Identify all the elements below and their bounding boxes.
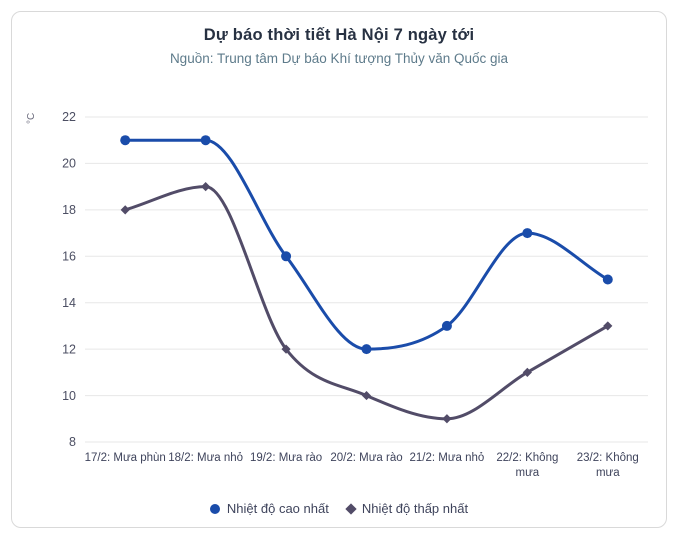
low-temp-diamond-icon [345,502,357,515]
weather-forecast-card: Dự báo thời tiết Hà Nội 7 ngày tới Nguồn… [11,11,667,528]
x-tick-label: 20/2: Mưa rào [330,452,402,464]
low-temp-point[interactable] [603,321,613,331]
chart-title: Dự báo thời tiết Hà Nội 7 ngày tới [203,26,475,44]
x-tick-label: 23/2: Không [577,452,639,464]
y-tick-label: 20 [62,157,76,171]
x-tick-label: 21/2: Mưa nhỏ [410,452,485,464]
y-tick-label: 16 [62,249,76,263]
chart-legend: Nhiệt độ cao nhất Nhiệt độ thấp nhất [12,501,666,516]
low-temp-point[interactable] [201,182,211,192]
high-temp-point[interactable] [522,228,533,239]
y-tick-label: 14 [62,296,76,310]
low-temp-point[interactable] [361,390,372,401]
legend-item-low-temp[interactable]: Nhiệt độ thấp nhất [345,501,469,516]
x-tick-label: 17/2: Mưa phùn [85,452,166,464]
high-temp-circle-icon [209,503,220,514]
low-temp-point[interactable] [522,367,532,377]
y-tick-label: 8 [69,435,76,449]
legend-item-high-temp[interactable]: Nhiệt độ cao nhất [209,501,329,516]
x-tick-label: mưa [516,467,540,479]
high-temp-point[interactable] [281,251,292,262]
low-temp-point[interactable] [281,344,291,354]
chart-svg: 22 20 18 16 14 12 10 8 °C 17/2: Mưa phùn 18/2: Mưa… [26,110,648,479]
x-tick-label: mưa [596,467,620,479]
high-temp-point[interactable] [120,135,131,146]
y-tick-label: 12 [62,342,76,356]
x-tick-label: 22/2: Không [496,452,558,464]
y-tick-label: 22 [62,110,76,124]
low-temp-point[interactable] [120,205,130,215]
high-temp-point[interactable] [200,135,211,146]
chart-subtitle: Nguồn: Trung tâm Dự báo Khí tượng Thủy v… [169,51,509,66]
y-tick-label: 10 [62,389,76,403]
legend-label-low-temp: Nhiệt độ thấp nhất [361,501,469,516]
high-temp-point[interactable] [602,274,613,285]
high-temp-point[interactable] [361,344,372,355]
high-temp-point[interactable] [441,320,452,331]
y-tick-label: 18 [62,203,76,217]
high-temp-line [123,138,610,351]
x-tick-label: 18/2: Mưa nhỏ [168,452,243,464]
low-temp-point[interactable] [442,414,452,424]
legend-label-high-temp: Nhiệt độ cao nhất [226,501,329,516]
y-axis-unit-label: °C [26,113,37,124]
x-tick-label: 19/2: Mưa rào [250,452,322,464]
